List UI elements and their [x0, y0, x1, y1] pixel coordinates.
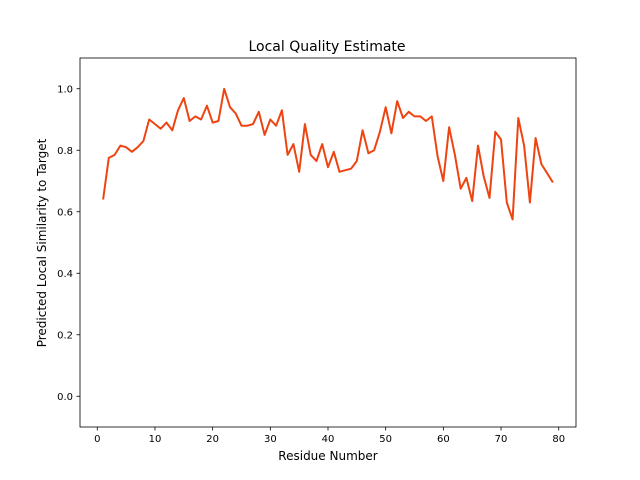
y-tick-label: 0.2 — [57, 330, 73, 341]
x-tick-label: 0 — [94, 434, 100, 445]
y-tick-label: 0.0 — [57, 392, 73, 403]
x-axis-label: Residue Number — [278, 449, 377, 463]
x-axis: 0 10 20 30 40 50 60 70 80 — [94, 427, 565, 445]
y-tick-label: 0.4 — [57, 269, 73, 280]
y-axis: 0.0 0.2 0.4 0.6 0.8 1.0 — [57, 84, 80, 403]
x-tick-label: 20 — [206, 434, 219, 445]
x-tick-label: 70 — [495, 434, 508, 445]
y-tick-label: 1.0 — [57, 84, 73, 95]
y-tick-label: 0.8 — [57, 146, 73, 157]
x-tick-label: 40 — [322, 434, 335, 445]
plot-area-frame — [79, 57, 577, 428]
x-tick-label: 80 — [552, 434, 565, 445]
x-tick-label: 60 — [437, 434, 450, 445]
y-axis-label: Predicted Local Similarity to Target — [35, 138, 49, 347]
x-tick-label: 50 — [379, 434, 392, 445]
chart-title: Local Quality Estimate — [248, 39, 405, 55]
series-line — [102, 87, 554, 221]
y-tick-label: 0.6 — [57, 207, 73, 218]
x-tick-label: 30 — [264, 434, 277, 445]
x-tick-label: 10 — [149, 434, 162, 445]
